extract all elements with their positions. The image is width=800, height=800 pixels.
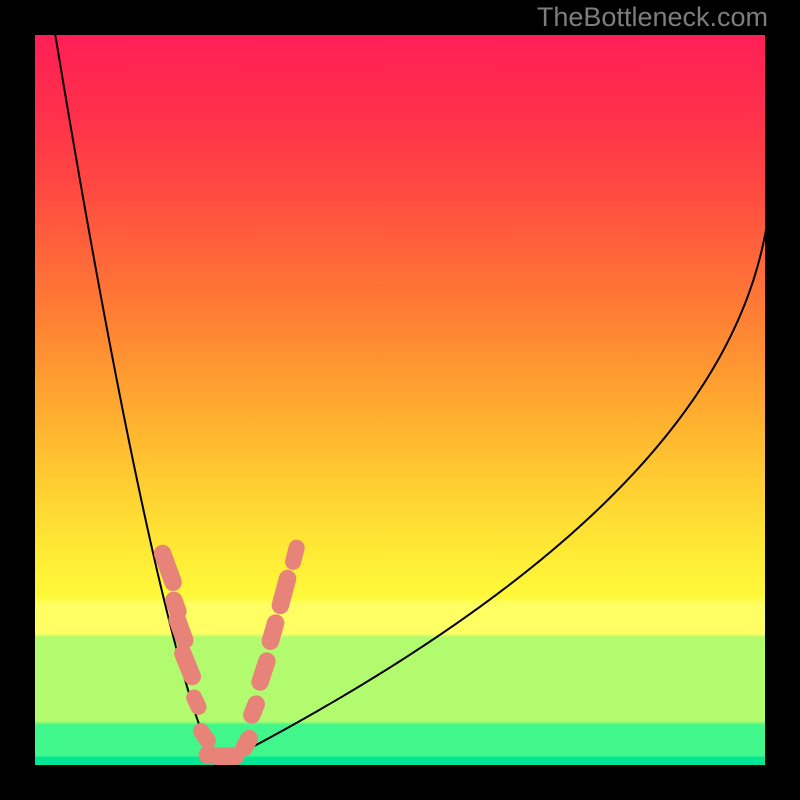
chart-svg	[0, 0, 800, 800]
watermark-text: TheBottleneck.com	[537, 2, 768, 33]
gradient-background	[35, 35, 765, 765]
